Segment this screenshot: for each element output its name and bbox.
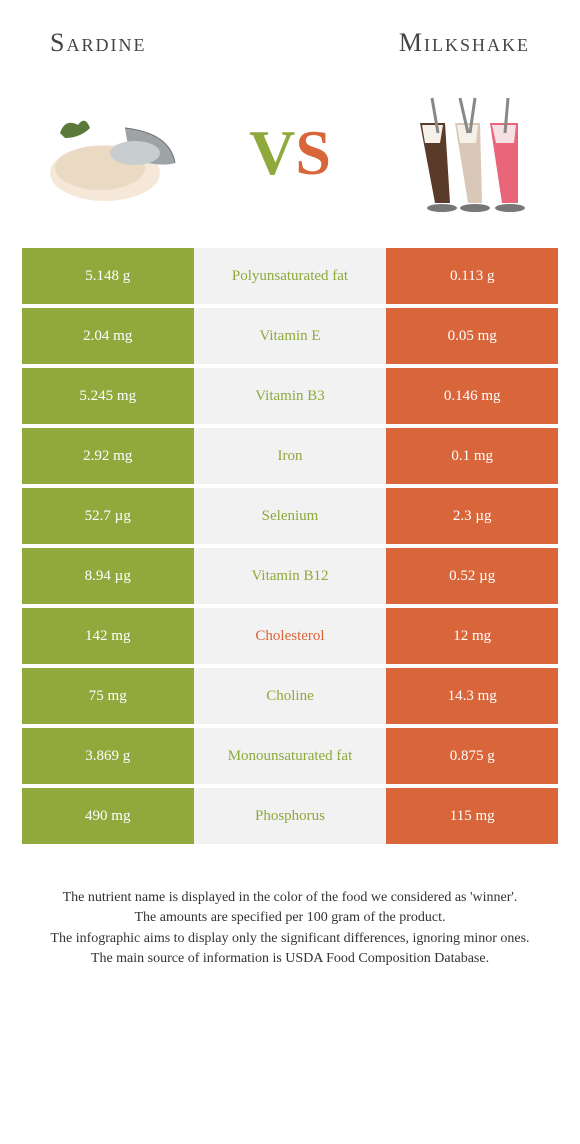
left-value: 8.94 µg xyxy=(22,548,194,604)
footer-notes: The nutrient name is displayed in the co… xyxy=(0,848,580,969)
left-value: 75 mg xyxy=(22,668,194,724)
images-row: VS xyxy=(0,68,580,248)
nutrient-label: Vitamin B3 xyxy=(194,368,387,424)
nutrient-label: Polyunsaturated fat xyxy=(194,248,387,304)
nutrient-label: Iron xyxy=(194,428,387,484)
sardine-image xyxy=(30,83,190,223)
vs-label: VS xyxy=(249,116,331,190)
nutrient-label: Phosphorus xyxy=(194,788,387,844)
comparison-table: 5.148 gPolyunsaturated fat0.113 g2.04 mg… xyxy=(0,248,580,844)
left-value: 52.7 µg xyxy=(22,488,194,544)
left-value: 2.92 mg xyxy=(22,428,194,484)
table-row: 3.869 gMonounsaturated fat0.875 g xyxy=(22,728,558,784)
header: Sardine Milkshake xyxy=(0,0,580,68)
nutrient-label: Vitamin E xyxy=(194,308,387,364)
footer-line: The amounts are specified per 100 gram o… xyxy=(28,908,552,928)
left-value: 5.148 g xyxy=(22,248,194,304)
right-value: 115 mg xyxy=(386,788,558,844)
right-value: 0.52 µg xyxy=(386,548,558,604)
table-row: 2.04 mgVitamin E0.05 mg xyxy=(22,308,558,364)
nutrient-label: Cholesterol xyxy=(194,608,387,664)
right-value: 0.146 mg xyxy=(386,368,558,424)
right-value: 0.1 mg xyxy=(386,428,558,484)
vs-v: V xyxy=(249,116,295,190)
right-value: 12 mg xyxy=(386,608,558,664)
nutrient-label: Monounsaturated fat xyxy=(194,728,387,784)
vs-s: S xyxy=(295,116,331,190)
left-value: 142 mg xyxy=(22,608,194,664)
left-value: 5.245 mg xyxy=(22,368,194,424)
right-title: Milkshake xyxy=(399,28,530,58)
right-value: 0.875 g xyxy=(386,728,558,784)
footer-line: The infographic aims to display only the… xyxy=(28,929,552,949)
table-row: 52.7 µgSelenium2.3 µg xyxy=(22,488,558,544)
nutrient-label: Choline xyxy=(194,668,387,724)
nutrient-label: Selenium xyxy=(194,488,387,544)
table-row: 142 mgCholesterol12 mg xyxy=(22,608,558,664)
right-value: 0.113 g xyxy=(386,248,558,304)
right-value: 2.3 µg xyxy=(386,488,558,544)
left-value: 490 mg xyxy=(22,788,194,844)
left-title: Sardine xyxy=(50,28,146,58)
footer-line: The main source of information is USDA F… xyxy=(28,949,552,969)
footer-line: The nutrient name is displayed in the co… xyxy=(28,888,552,908)
table-row: 2.92 mgIron0.1 mg xyxy=(22,428,558,484)
table-row: 490 mgPhosphorus115 mg xyxy=(22,788,558,844)
table-row: 75 mgCholine14.3 mg xyxy=(22,668,558,724)
table-row: 8.94 µgVitamin B120.52 µg xyxy=(22,548,558,604)
left-value: 3.869 g xyxy=(22,728,194,784)
left-value: 2.04 mg xyxy=(22,308,194,364)
right-value: 14.3 mg xyxy=(386,668,558,724)
table-row: 5.245 mgVitamin B30.146 mg xyxy=(22,368,558,424)
milkshake-image xyxy=(390,83,550,223)
right-value: 0.05 mg xyxy=(386,308,558,364)
table-row: 5.148 gPolyunsaturated fat0.113 g xyxy=(22,248,558,304)
nutrient-label: Vitamin B12 xyxy=(194,548,387,604)
